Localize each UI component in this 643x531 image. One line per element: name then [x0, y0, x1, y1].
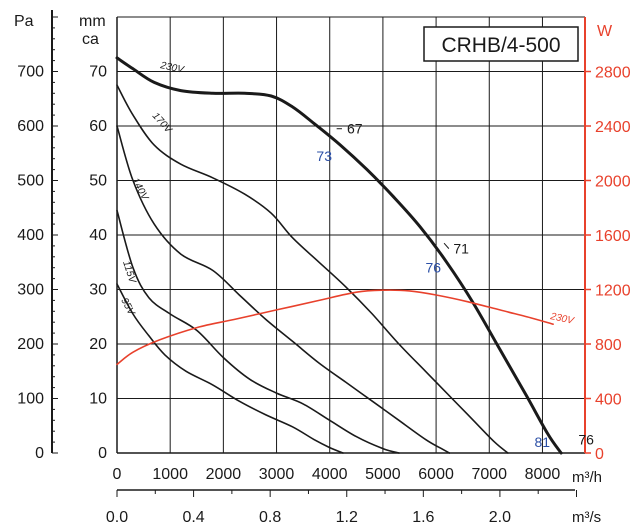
y-tick-label-pa: 600: [17, 118, 44, 135]
curves: [115, 56, 563, 455]
x-tick-label-m3s: 1.2: [336, 509, 358, 526]
x-tick-label-m3s: 2.0: [489, 509, 511, 526]
x-tick-label-m3h: 6000: [418, 466, 454, 483]
x-tick-label-m3h: 4000: [312, 466, 348, 483]
y-tick-label-w: 1200: [595, 283, 631, 300]
grid: [117, 16, 585, 453]
y-tick-label-mmca: 50: [89, 173, 107, 190]
y-tick-label-pa: 500: [17, 173, 44, 190]
y-tick-label-pa: 700: [17, 64, 44, 81]
y-tick-label-mmca: 40: [89, 227, 107, 244]
y-tick-label-mmca: 0: [98, 445, 107, 462]
x-tick-label-m3h: 8000: [525, 466, 561, 483]
y-tick-label-pa: 200: [17, 336, 44, 353]
annotation-leader: [443, 242, 450, 249]
annotation-blue: 81: [534, 434, 550, 450]
y-tick-label-mmca: 60: [89, 118, 107, 135]
y-tick-label-w: 2000: [595, 174, 631, 191]
y-tick-label-mmca: 70: [89, 64, 107, 81]
curve-230v: [115, 56, 563, 455]
curve-95v: [116, 283, 344, 454]
series-label: 170V: [150, 111, 175, 137]
x-tick-label-m3h: 3000: [259, 466, 295, 483]
chart-title: CRHB/4-500: [441, 34, 560, 57]
annotation-black: 71: [453, 241, 469, 257]
y-tick-label-pa: 400: [17, 227, 44, 244]
y-tick-label-w: 400: [595, 392, 622, 409]
curve-115v: [116, 209, 400, 454]
y-tick-label-w: 0: [595, 446, 604, 463]
y-unit-w: W: [597, 23, 613, 40]
x-tick-label-m3s: 1.6: [412, 509, 434, 526]
x-unit-m3s: m³/s: [572, 509, 601, 526]
y-unit-ca: ca: [82, 31, 99, 48]
annotation-black: 67: [347, 121, 363, 137]
curve-230v-power: [116, 289, 554, 366]
x-tick-label-m3s: 0.0: [106, 509, 128, 526]
x-unit-m3h: m³/h: [572, 469, 602, 486]
x-tick-label-m3s: 0.4: [182, 509, 204, 526]
series-label: 230V: [158, 60, 185, 76]
y-tick-label-w: 1600: [595, 228, 631, 245]
x-tick-label-m3h: 0: [113, 466, 122, 483]
curve-140v: [116, 125, 451, 454]
axes: 0100200300400500600700010203040506070040…: [17, 10, 631, 526]
y-tick-label-pa: 0: [35, 445, 44, 462]
y-tick-label-mmca: 20: [89, 336, 107, 353]
x-tick-label-m3s: 0.8: [259, 509, 281, 526]
title-box: CRHB/4-500: [423, 26, 579, 62]
curve-170v: [116, 84, 509, 454]
series-label: 230V: [548, 311, 575, 327]
series-label: 115V: [120, 260, 138, 286]
x-tick-label-m3h: 2000: [206, 466, 242, 483]
y-tick-label-mmca: 10: [89, 391, 107, 408]
y-tick-label-w: 800: [595, 337, 622, 354]
y-tick-label-pa: 100: [17, 391, 44, 408]
y-tick-label-w: 2800: [595, 65, 631, 82]
x-tick-label-m3h: 7000: [471, 466, 507, 483]
annotation-blue: 73: [316, 148, 332, 164]
annotation-black: 76: [578, 431, 594, 447]
y-tick-label-pa: 300: [17, 282, 44, 299]
x-tick-label-m3h: 1000: [152, 466, 188, 483]
y-unit-pa: Pa: [14, 13, 34, 30]
x-tick-label-m3h: 5000: [365, 466, 401, 483]
y-tick-label-w: 2400: [595, 119, 631, 136]
y-tick-label-mmca: 30: [89, 282, 107, 299]
annotation-blue: 76: [425, 260, 441, 276]
y-unit-mm: mm: [79, 13, 106, 30]
